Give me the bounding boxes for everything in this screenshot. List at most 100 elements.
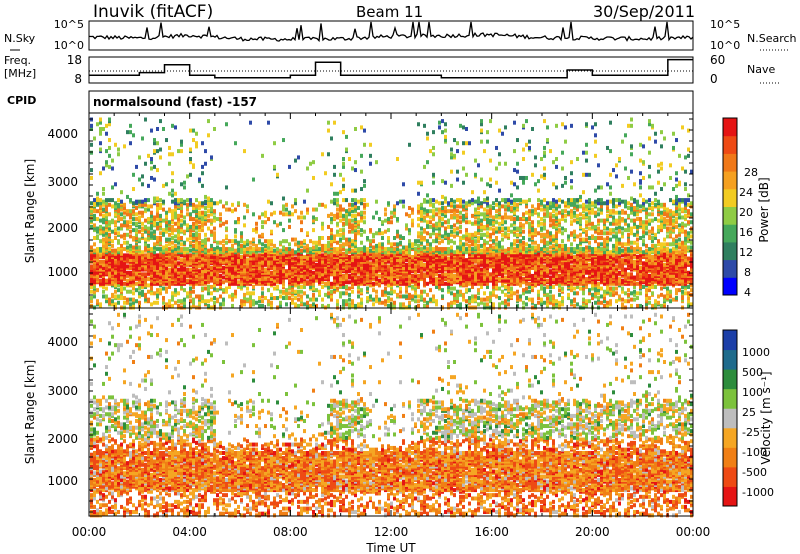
station-title: Inuvik (fitACF) xyxy=(93,2,213,22)
power-cell xyxy=(225,278,228,283)
power-cell xyxy=(156,141,159,146)
power-cell xyxy=(444,180,447,185)
power-cell xyxy=(114,142,117,147)
power-cell xyxy=(480,119,483,124)
power-cell xyxy=(444,209,447,214)
power-cell xyxy=(495,280,498,285)
power-cell xyxy=(333,198,336,203)
power-cell xyxy=(207,299,210,304)
power-cell xyxy=(117,152,120,157)
power-cell xyxy=(426,239,429,244)
power-cell xyxy=(372,215,375,220)
power-cell xyxy=(165,243,168,248)
power-cell xyxy=(270,270,273,275)
power-cell xyxy=(375,210,378,215)
power-cell xyxy=(258,239,261,244)
power-cell xyxy=(432,209,435,214)
power-cell xyxy=(366,254,369,259)
power-cell xyxy=(450,269,453,274)
power-cell xyxy=(360,153,363,158)
power-cell xyxy=(216,240,219,245)
power-cell xyxy=(432,297,435,302)
power-cell xyxy=(210,212,213,217)
power-cell xyxy=(393,210,396,215)
power-cell xyxy=(147,236,150,241)
power-cell xyxy=(129,289,132,294)
power-cell xyxy=(342,213,345,218)
power-cell xyxy=(417,269,420,274)
power-cell xyxy=(450,300,453,305)
power-cell xyxy=(462,264,465,269)
power-cell xyxy=(393,207,396,212)
power-cell xyxy=(270,266,273,271)
power-cell xyxy=(513,266,516,271)
power-cell xyxy=(180,223,183,228)
power-cell xyxy=(144,253,147,258)
power-cell xyxy=(261,242,264,247)
power-cell xyxy=(282,138,285,143)
power-cell xyxy=(417,204,420,209)
power-cell xyxy=(294,242,297,247)
power-cell xyxy=(231,270,234,275)
freq-right-tick-bottom: 0 xyxy=(710,72,718,86)
power-cell xyxy=(123,236,126,241)
power-cell xyxy=(210,232,213,237)
power-cell xyxy=(411,207,414,212)
power-cell xyxy=(477,220,480,225)
power-cell xyxy=(402,236,405,241)
power-cell xyxy=(324,259,327,264)
power-cell xyxy=(141,174,144,179)
power-cell xyxy=(405,245,408,250)
power-cell xyxy=(339,294,342,299)
power-cell xyxy=(495,266,498,271)
power-cell xyxy=(423,245,426,250)
power-cell xyxy=(513,247,516,252)
power-cell xyxy=(351,226,354,231)
power-cell xyxy=(315,217,318,222)
power-cell xyxy=(189,294,192,299)
power-cell xyxy=(105,220,108,225)
power-cell xyxy=(132,254,135,259)
power-cell xyxy=(447,284,450,289)
power-cell xyxy=(108,300,111,305)
power-cell xyxy=(327,281,330,286)
power-cell xyxy=(468,261,471,266)
power-cell xyxy=(360,218,363,223)
power-cell xyxy=(258,299,261,304)
power-cell xyxy=(495,242,498,247)
power-cell xyxy=(489,213,492,218)
power-cell xyxy=(126,245,129,250)
power-cell xyxy=(171,236,174,241)
power-cell xyxy=(234,228,237,233)
power-cell xyxy=(507,256,510,261)
power-cell xyxy=(378,297,381,302)
power-cell xyxy=(294,237,297,242)
power-cell xyxy=(495,262,498,267)
power-cell xyxy=(498,240,501,245)
power-cell xyxy=(96,234,99,239)
power-cell xyxy=(426,160,429,165)
power-cell xyxy=(156,205,159,210)
power-cell xyxy=(366,247,369,252)
power-cell xyxy=(210,229,213,234)
power-cell xyxy=(435,302,438,307)
power-cell xyxy=(264,267,267,272)
power-cell xyxy=(219,217,222,222)
power-cell xyxy=(390,242,393,247)
power-cell xyxy=(162,253,165,258)
power-cell xyxy=(486,130,489,135)
power-cell xyxy=(459,210,462,215)
power-cell xyxy=(342,280,345,285)
power-cell xyxy=(108,258,111,263)
power-cell xyxy=(174,264,177,269)
power-cell xyxy=(228,239,231,244)
power-cell xyxy=(330,256,333,261)
power-cell xyxy=(510,180,513,185)
power-cell xyxy=(216,280,219,285)
power-cell xyxy=(408,231,411,236)
power-cell xyxy=(375,272,378,277)
power-cell xyxy=(345,218,348,223)
power-cell xyxy=(396,157,399,162)
power-cell xyxy=(435,221,438,226)
power-cell xyxy=(453,215,456,220)
